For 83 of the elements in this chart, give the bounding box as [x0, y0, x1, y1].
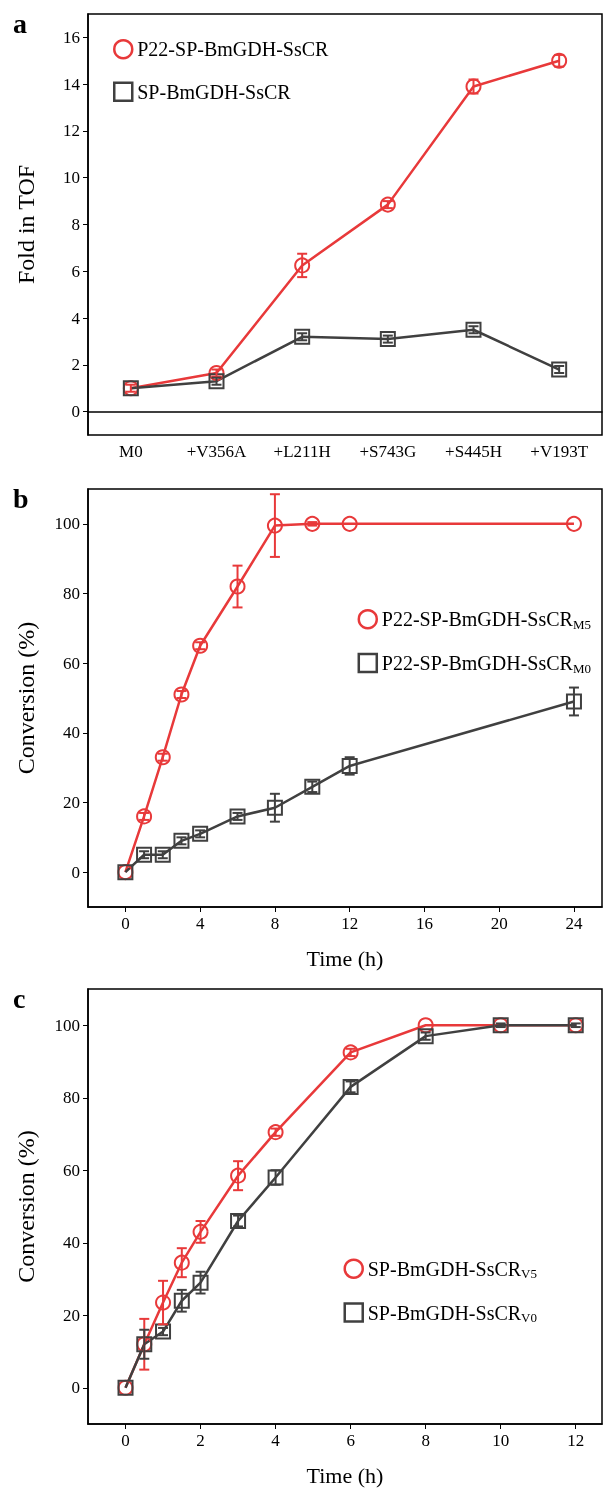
- x-tick-label: 20: [490, 914, 508, 933]
- point: [154, 846, 171, 863]
- x-axis-title: Time (h): [306, 945, 384, 971]
- x-tick-label: 24: [565, 914, 583, 933]
- y-tick-label: 14: [63, 74, 81, 94]
- y-tick-label: 60: [63, 1160, 80, 1180]
- x-tick-label: 2: [196, 1431, 205, 1450]
- point: [341, 515, 358, 532]
- legend-label: SP-BmGDH-SsCR: [137, 80, 292, 103]
- y-tick-label: 80: [63, 1088, 80, 1108]
- y-tick-label: 100: [54, 514, 80, 534]
- point: [173, 832, 190, 849]
- y-tick-label: 40: [63, 723, 80, 743]
- point: [173, 686, 190, 703]
- y-tick-label: 20: [63, 793, 80, 812]
- y-tick-label: 0: [71, 862, 80, 882]
- x-tick-label: 0: [121, 1431, 130, 1450]
- point: [173, 1254, 190, 1271]
- y-tick-label: 4: [71, 308, 81, 328]
- y-tick-label: 80: [63, 584, 80, 603]
- point: [565, 515, 582, 532]
- y-tick-label: 0: [71, 1378, 80, 1398]
- chart-title: a: [13, 7, 27, 39]
- point: [565, 693, 582, 710]
- point: [136, 846, 153, 863]
- point: [230, 1167, 247, 1184]
- x-tick-label: 4: [271, 1431, 281, 1450]
- point: [155, 1294, 172, 1311]
- y-tick-label: 0: [71, 402, 80, 422]
- x-tick-label: +S445H: [445, 442, 502, 461]
- point: [379, 196, 396, 213]
- y-tick-label: 8: [71, 215, 80, 234]
- point: [267, 1124, 284, 1141]
- x-axis-title: Time (h): [306, 1462, 384, 1488]
- point: [154, 749, 171, 766]
- point: [294, 257, 311, 274]
- point: [229, 808, 246, 825]
- point: [192, 1274, 209, 1291]
- point: [192, 637, 209, 654]
- y-axis-title: Conversion (%): [13, 621, 39, 775]
- point: [294, 328, 311, 345]
- point: [551, 361, 568, 378]
- x-tick-label: +L211H: [273, 442, 331, 461]
- point: [136, 808, 153, 825]
- legend-label: P22-SP-BmGDH-SsCR: [137, 38, 330, 61]
- point: [266, 517, 283, 534]
- y-tick-label: 12: [63, 121, 80, 141]
- y-tick-label: 2: [71, 355, 80, 375]
- chart-title: c: [13, 982, 26, 1014]
- x-tick-label: 6: [346, 1431, 355, 1450]
- x-tick-label: 8: [421, 1431, 430, 1450]
- y-tick-label: 16: [63, 27, 80, 47]
- chart-title: b: [13, 482, 29, 514]
- y-tick-label: 20: [63, 1305, 80, 1325]
- x-tick-label: 16: [415, 914, 433, 933]
- point: [229, 578, 246, 595]
- y-axis-title: Conversion (%): [13, 1130, 39, 1283]
- y-axis-title: Fold in TOF: [13, 164, 39, 285]
- y-tick-label: 60: [63, 653, 80, 673]
- point: [192, 825, 209, 842]
- point: [208, 373, 225, 390]
- x-tick-label: 12: [567, 1431, 585, 1450]
- y-tick-label: 40: [63, 1233, 80, 1253]
- y-tick-label: 100: [54, 1015, 80, 1035]
- y-tick-label: 6: [71, 261, 80, 281]
- x-tick-label: 8: [270, 914, 280, 933]
- x-tick-label: +V193T: [530, 442, 589, 461]
- point: [173, 1292, 190, 1309]
- x-tick-label: 10: [492, 1431, 510, 1450]
- point: [379, 331, 396, 348]
- x-tick-label: +V356A: [186, 442, 248, 461]
- x-tick-label: 0: [121, 914, 130, 933]
- point: [417, 1017, 434, 1034]
- point: [266, 799, 283, 816]
- point: [417, 1028, 434, 1045]
- x-tick-label: 4: [195, 914, 205, 933]
- x-tick-label: 12: [341, 914, 359, 933]
- point: [465, 321, 482, 338]
- y-tick-label: 10: [63, 168, 80, 188]
- point: [192, 1223, 209, 1240]
- x-tick-label: +S743G: [359, 442, 417, 461]
- point: [304, 515, 321, 532]
- x-tick-label: M0: [119, 442, 143, 461]
